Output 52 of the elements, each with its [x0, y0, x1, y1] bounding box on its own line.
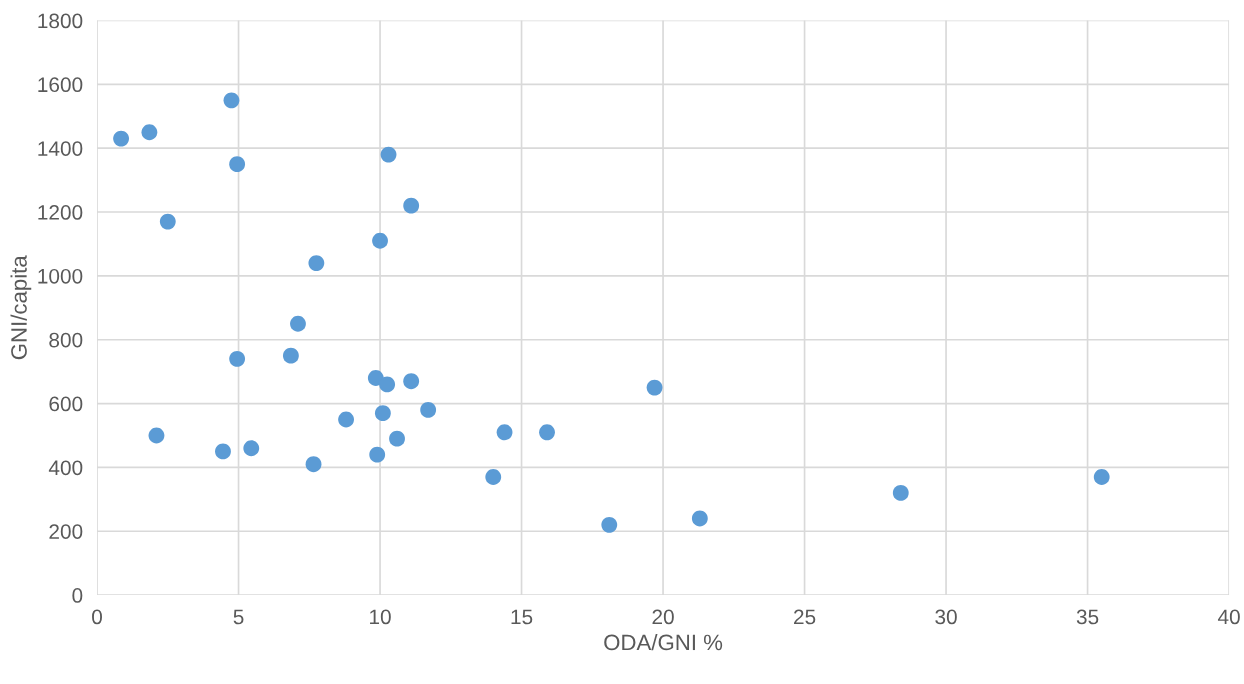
y-tick-label: 1800	[38, 13, 83, 29]
point	[223, 92, 240, 109]
y-tick-label: 1400	[38, 141, 83, 156]
point	[308, 255, 325, 272]
point	[539, 424, 555, 441]
y-tick-label: 400	[48, 460, 83, 476]
point	[403, 197, 420, 214]
point	[380, 146, 397, 163]
point	[290, 315, 306, 332]
point	[159, 213, 176, 230]
y-axis-title: GNI/capita	[10, 255, 32, 360]
x-tick-label: 10	[370, 609, 391, 625]
point	[369, 446, 386, 463]
point	[496, 424, 513, 441]
point	[148, 427, 165, 444]
x-tick-label: 25	[794, 609, 816, 625]
point	[485, 469, 502, 485]
x-tick-label: 5	[233, 609, 244, 625]
x-tick-label: 0	[92, 609, 103, 625]
point	[229, 350, 246, 367]
point	[646, 379, 663, 396]
point	[601, 516, 618, 533]
y-tick-label: 1600	[38, 77, 83, 93]
point	[403, 373, 420, 390]
point	[1093, 469, 1110, 485]
y-tick-label: 800	[49, 332, 83, 348]
point	[389, 430, 405, 447]
point	[338, 411, 354, 428]
point	[892, 485, 909, 501]
point	[141, 124, 158, 141]
point	[229, 156, 246, 173]
x-tick-label: 20	[652, 609, 674, 625]
point	[282, 347, 299, 364]
x-axis-title: ODA/GNI %	[604, 633, 723, 651]
point	[372, 232, 388, 249]
y-tick-label: 1200	[38, 205, 83, 220]
point	[374, 405, 391, 422]
x-tick-label: 40	[1217, 609, 1240, 625]
x-tick-label: 30	[935, 609, 957, 625]
x-tick-label: 15	[511, 609, 533, 625]
y-tick-label: 200	[49, 524, 83, 539]
y-tick-label: 600	[49, 396, 83, 412]
x-tick-label: 35	[1076, 609, 1099, 625]
point	[243, 440, 260, 457]
point	[305, 456, 322, 473]
point	[215, 443, 231, 460]
point	[691, 510, 708, 527]
y-tick-label: 1000	[38, 268, 83, 284]
point	[420, 402, 437, 418]
point	[379, 376, 396, 393]
point	[113, 130, 130, 147]
y-tick-label: 0	[72, 588, 83, 603]
